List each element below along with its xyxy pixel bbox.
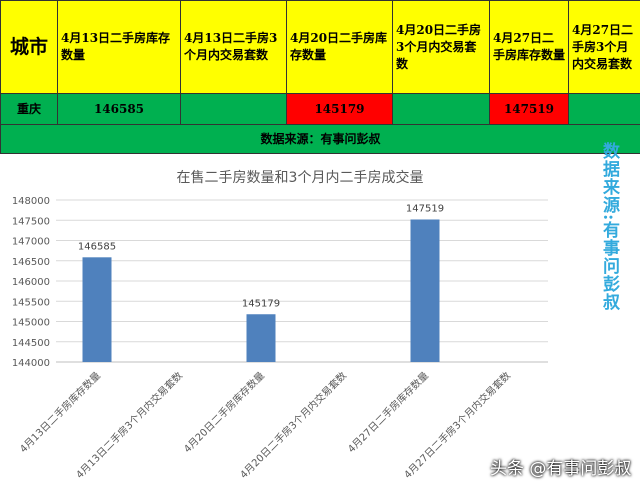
cell-col-2	[180, 93, 287, 125]
header-col-5: 4月27日二手房库存数量	[489, 0, 569, 94]
cell-col-1: 146585	[57, 93, 181, 125]
y-tick-label: 146000	[12, 277, 50, 288]
x-tick-label: 4月13日二手房库存数量	[17, 369, 103, 455]
bar	[82, 257, 112, 362]
y-tick-label: 145500	[12, 297, 50, 308]
cell-col-3: 145179	[286, 93, 393, 125]
table-header-row: 城市 4月13日二手房库存数量 4月13日二手房3个月内交易套数 4月20日二手…	[0, 0, 640, 94]
data-label: 146585	[78, 241, 116, 252]
header-col-4: 4月20日二手房3个月内交易套数	[392, 0, 490, 94]
cell-col-6	[568, 93, 640, 125]
y-tick-label: 147000	[12, 237, 50, 248]
bar	[246, 314, 276, 362]
y-tick-label: 147500	[12, 216, 50, 227]
x-tick-label: 4月20日二手房库存数量	[181, 369, 267, 455]
data-label: 145179	[242, 298, 280, 309]
header-col-1: 4月13日二手房库存数量	[57, 0, 181, 94]
header-col-2: 4月13日二手房3个月内交易套数	[180, 0, 287, 94]
side-note: 数据来源:有事问彭叔	[599, 142, 619, 312]
cell-col-4	[392, 93, 490, 125]
source-row: 数据来源：有事问彭叔	[0, 124, 640, 154]
y-tick-label: 144500	[12, 338, 50, 349]
header-col-6: 4月27日二手房3个月内交易套数	[568, 0, 640, 94]
x-tick-label: 4月27日二手房库存数量	[345, 369, 431, 455]
y-tick-label: 146500	[12, 257, 50, 268]
source-cell: 数据来源：有事问彭叔	[0, 124, 640, 154]
y-tick-label: 148000	[12, 196, 50, 207]
table-row: 重庆 146585 145179 147519	[0, 93, 640, 125]
data-table: 城市 4月13日二手房库存数量 4月13日二手房3个月内交易套数 4月20日二手…	[0, 0, 640, 154]
bar	[410, 219, 440, 362]
data-label: 147519	[406, 203, 444, 214]
cell-city: 重庆	[0, 93, 58, 125]
y-tick-label: 144000	[12, 358, 50, 369]
header-city: 城市	[0, 0, 58, 94]
y-tick-label: 145000	[12, 318, 50, 329]
watermark: 头条 @有事问彭叔	[490, 459, 632, 479]
header-col-3: 4月20日二手房库存数量	[286, 0, 393, 94]
cell-col-5: 147519	[489, 93, 569, 125]
bar-chart: 在售二手房数量和3个月内二手房成交量 144000 144500 145000 145…	[12, 169, 548, 481]
chart-title: 在售二手房数量和3个月内二手房成交量	[177, 169, 424, 186]
